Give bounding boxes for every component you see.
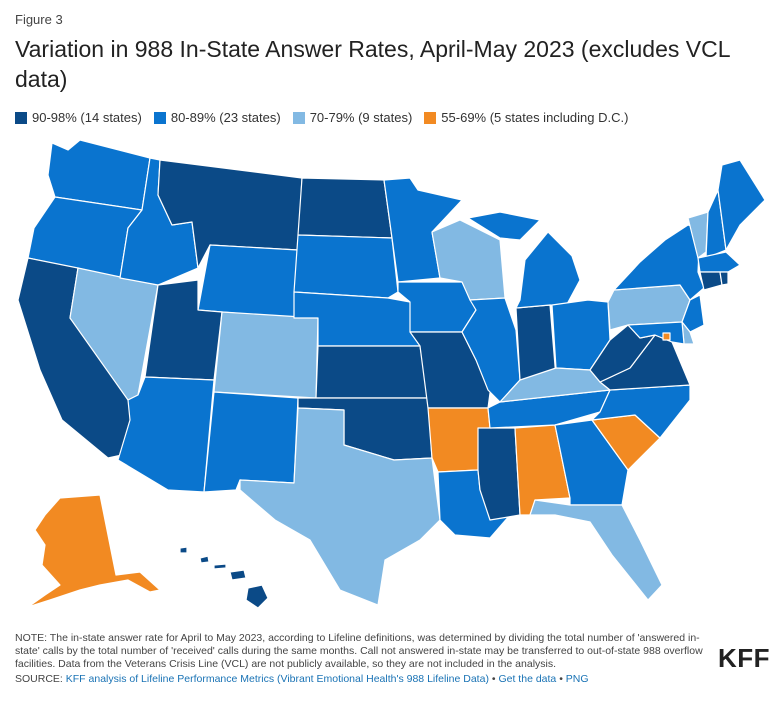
legend-label-70-79: 70-79% (9 states)	[309, 110, 413, 125]
chart-title: Variation in 988 In-State Answer Rates, …	[15, 36, 730, 92]
legend-label-80-89: 80-89% (23 states)	[170, 110, 281, 125]
legend-item-55-69: 55-69% (5 states including D.C.)	[424, 110, 628, 125]
state-new-mexico[interactable]	[203, 391, 299, 493]
state-alaska[interactable]	[27, 494, 161, 608]
legend-swatch-55-69	[424, 111, 437, 124]
separator-2: •	[559, 673, 563, 685]
legend-label-90-98: 90-98% (14 states)	[32, 110, 142, 125]
state-michigan-up[interactable]	[467, 211, 541, 241]
state-hawaii-oahu[interactable]	[199, 555, 210, 564]
legend-swatch-80-89	[153, 111, 166, 124]
png-link[interactable]: PNG	[565, 673, 589, 685]
state-rhode-island[interactable]	[719, 271, 729, 286]
legend: 90-98% (14 states) 80-89% (23 states) 70…	[15, 110, 640, 125]
source-prefix: SOURCE:	[15, 673, 63, 685]
state-hawaii-big[interactable]	[245, 584, 269, 609]
legend-swatch-70-79	[292, 111, 305, 124]
separator-1: •	[491, 673, 496, 685]
source-line: SOURCE: KFF analysis of Lifeline Perform…	[15, 673, 589, 685]
state-north-dakota[interactable]	[297, 177, 393, 239]
source-link[interactable]: KFF analysis of Lifeline Performance Met…	[65, 673, 489, 685]
state-new-jersey[interactable]	[681, 294, 705, 333]
get-data-link[interactable]: Get the data	[498, 673, 557, 685]
state-florida[interactable]	[529, 499, 663, 601]
state-kansas[interactable]	[315, 345, 429, 399]
us-map	[0, 130, 782, 625]
state-wyoming[interactable]	[197, 244, 299, 319]
state-michigan[interactable]	[515, 231, 581, 309]
legend-item-90-98: 90-98% (14 states)	[15, 110, 142, 125]
state-texas[interactable]	[239, 407, 441, 606]
footnote: NOTE: The in-state answer rate for April…	[15, 632, 703, 670]
state-hawaii-molokai[interactable]	[213, 563, 227, 570]
kff-logo: KFF	[718, 643, 771, 673]
state-hawaii-kauai[interactable]	[179, 546, 188, 554]
state-massachusetts[interactable]	[697, 251, 741, 273]
figure-label: Figure 3	[15, 12, 63, 27]
state-arizona[interactable]	[117, 376, 215, 493]
state-illinois[interactable]	[461, 297, 521, 403]
state-colorado[interactable]	[213, 311, 319, 399]
us-map-svg	[17, 139, 766, 609]
state-hawaii-maui[interactable]	[229, 569, 247, 581]
legend-item-80-89: 80-89% (23 states)	[153, 110, 281, 125]
state-south-dakota[interactable]	[293, 234, 399, 299]
legend-swatch-90-98	[15, 111, 27, 124]
legend-label-55-69: 55-69% (5 states including D.C.)	[441, 110, 629, 125]
state-district-of-columbia[interactable]	[662, 332, 671, 341]
state-iowa[interactable]	[397, 281, 477, 333]
state-connecticut[interactable]	[699, 271, 723, 291]
state-maine[interactable]	[717, 159, 766, 251]
legend-item-70-79: 70-79% (9 states)	[292, 110, 413, 125]
